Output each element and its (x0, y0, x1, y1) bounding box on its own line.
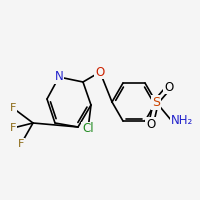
Text: F: F (18, 139, 24, 149)
Text: O: O (95, 66, 105, 78)
Text: O: O (164, 81, 174, 94)
Text: F: F (10, 123, 16, 133)
Text: NH₂: NH₂ (171, 114, 193, 127)
Text: Cl: Cl (82, 122, 94, 136)
Text: S: S (152, 96, 160, 108)
Text: O: O (146, 117, 156, 130)
Text: F: F (10, 103, 16, 113)
Text: N: N (55, 71, 63, 84)
